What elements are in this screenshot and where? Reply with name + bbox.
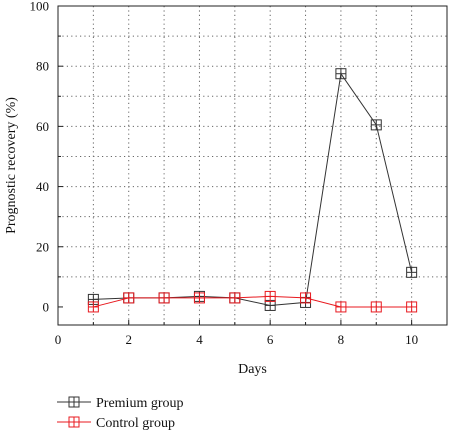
- legend-marker: [68, 416, 80, 428]
- series-lines: [87, 68, 418, 313]
- x-tick-label: 10: [405, 332, 418, 347]
- x-axis-title: Days: [238, 362, 267, 377]
- data-point: [335, 301, 347, 313]
- x-tick-label: 4: [196, 332, 203, 347]
- legend-item: Premium group: [57, 396, 184, 411]
- grid-lines: [58, 6, 447, 325]
- data-point: [87, 301, 99, 313]
- legend-label: Premium group: [96, 396, 184, 411]
- data-point: [370, 119, 382, 131]
- series-line: [93, 295, 412, 308]
- y-tick-label: 20: [36, 239, 49, 254]
- x-tick-label: 2: [125, 332, 132, 347]
- x-tick-label: 0: [55, 332, 62, 347]
- x-tick-label: 8: [338, 332, 345, 347]
- data-point: [264, 290, 276, 302]
- legend-item: Control group: [57, 416, 175, 431]
- data-point: [264, 299, 276, 311]
- plot-border: [57, 5, 448, 326]
- data-point: [406, 301, 418, 313]
- series-control: [87, 290, 418, 313]
- y-tick-label: 80: [36, 59, 49, 74]
- data-point: [158, 292, 170, 304]
- data-point: [406, 266, 418, 278]
- series-premium: [87, 68, 418, 311]
- data-point: [335, 68, 347, 80]
- legend-label: Control group: [96, 416, 175, 431]
- y-tick-label: 60: [36, 119, 49, 134]
- y-axis-title: Prognostic recovery (%): [4, 97, 19, 234]
- x-tick-label: 6: [267, 332, 274, 347]
- data-point: [229, 292, 241, 304]
- legend-marker: [68, 396, 80, 408]
- data-point: [370, 301, 382, 313]
- plot-frame: [57, 5, 448, 326]
- y-tick-label: 0: [43, 299, 50, 314]
- axis-labels: Days Prognostic recovery (%): [4, 97, 267, 377]
- data-point: [300, 292, 312, 304]
- data-point: [123, 292, 135, 304]
- y-tick-label: 100: [30, 0, 50, 14]
- series-line: [93, 72, 413, 306]
- legend: Premium group Control group: [57, 396, 184, 431]
- data-point: [193, 292, 205, 304]
- y-tick-label: 40: [36, 179, 49, 194]
